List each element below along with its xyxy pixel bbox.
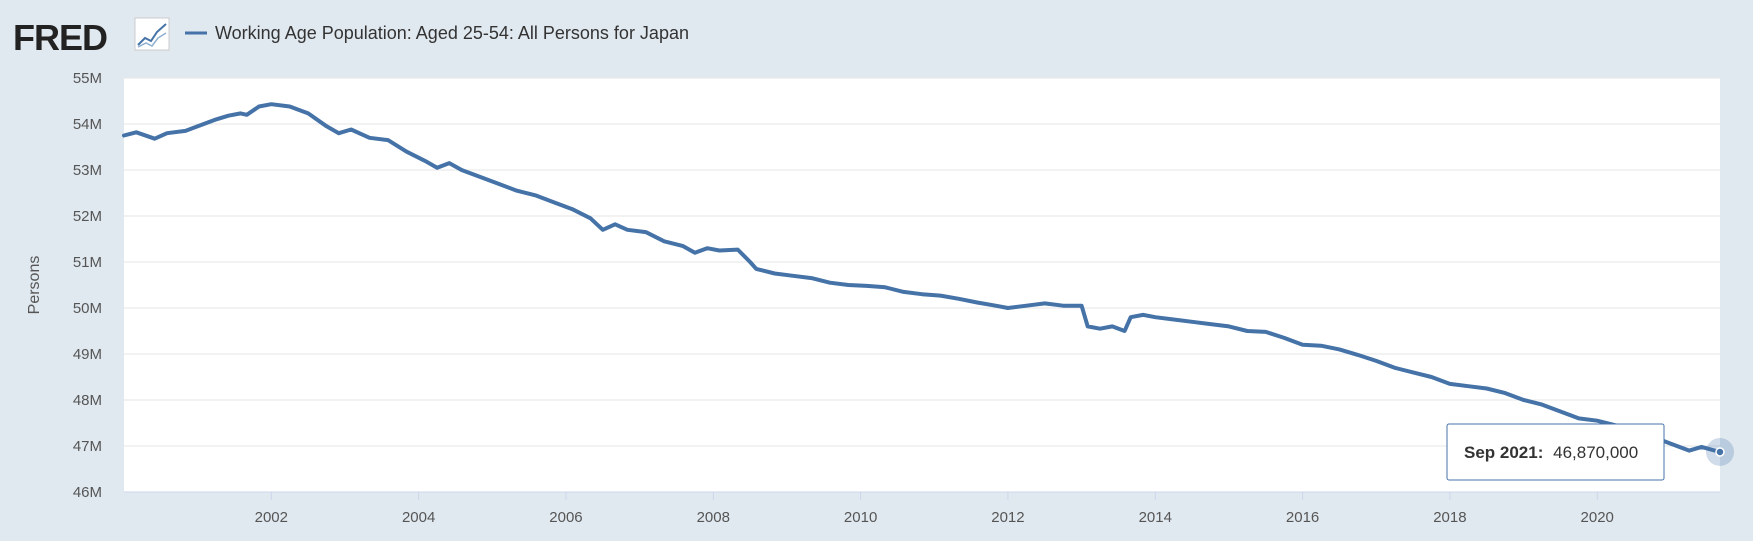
fred-logo-text: FRED — [13, 17, 107, 58]
y-tick-label-53M: 53M — [73, 162, 102, 179]
y-tick-label-52M: 52M — [73, 208, 102, 225]
tooltip-date: Sep 2021: — [1464, 443, 1543, 462]
y-axis-ticks: 55M 54M 53M 52M 51M 50M 49M 48M 47M 46M — [73, 70, 102, 501]
tooltip-box — [1446, 423, 1665, 481]
fred-logo[interactable]: FRED — [13, 17, 170, 58]
y-tick-label-55M: 55M — [73, 70, 102, 87]
fred-sparkline-icon — [134, 17, 170, 51]
chart-legend[interactable]: Working Age Population: Aged 25-54: All … — [185, 23, 689, 43]
x-axis-ticks: 2002 2004 2006 2008 2010 2012 2014 2016 2018 2020 — [124, 491, 1720, 526]
series-group — [122, 102, 1734, 466]
y-tick-label-51M: 51M — [73, 254, 102, 271]
x-tick-label-2016: 2016 — [1286, 509, 1319, 526]
x-tick-label-2010: 2010 — [844, 509, 877, 526]
x-tick-label-2006: 2006 — [549, 509, 582, 526]
y-axis-label: Persons — [26, 256, 43, 315]
series-line-0 — [122, 102, 1722, 454]
x-tick-label-2004: 2004 — [402, 509, 435, 526]
hover-point[interactable] — [1715, 447, 1725, 457]
y-tick-label-47M: 47M — [73, 438, 102, 455]
y-tick-label-50M: 50M — [73, 300, 102, 317]
x-tick-label-2002: 2002 — [255, 509, 288, 526]
legend-series-label: Working Age Population: Aged 25-54: All … — [215, 23, 689, 43]
x-tick-label-2018: 2018 — [1433, 509, 1466, 526]
x-tick-label-2014: 2014 — [1139, 509, 1172, 526]
y-tick-label-46M: 46M — [73, 484, 102, 501]
plot-area — [124, 78, 1720, 492]
tooltip-text: Sep 2021: 46,870,000 — [1464, 443, 1638, 462]
tooltip-value: 46,870,000 — [1553, 443, 1638, 462]
y-tick-label-48M: 48M — [73, 392, 102, 409]
x-tick-label-2020: 2020 — [1581, 509, 1614, 526]
y-tick-label-54M: 54M — [73, 116, 102, 133]
x-tick-label-2012: 2012 — [991, 509, 1024, 526]
y-tick-label-49M: 49M — [73, 346, 102, 363]
tooltip: Sep 2021: 46,870,000 — [1446, 423, 1665, 481]
x-tick-label-2008: 2008 — [697, 509, 730, 526]
